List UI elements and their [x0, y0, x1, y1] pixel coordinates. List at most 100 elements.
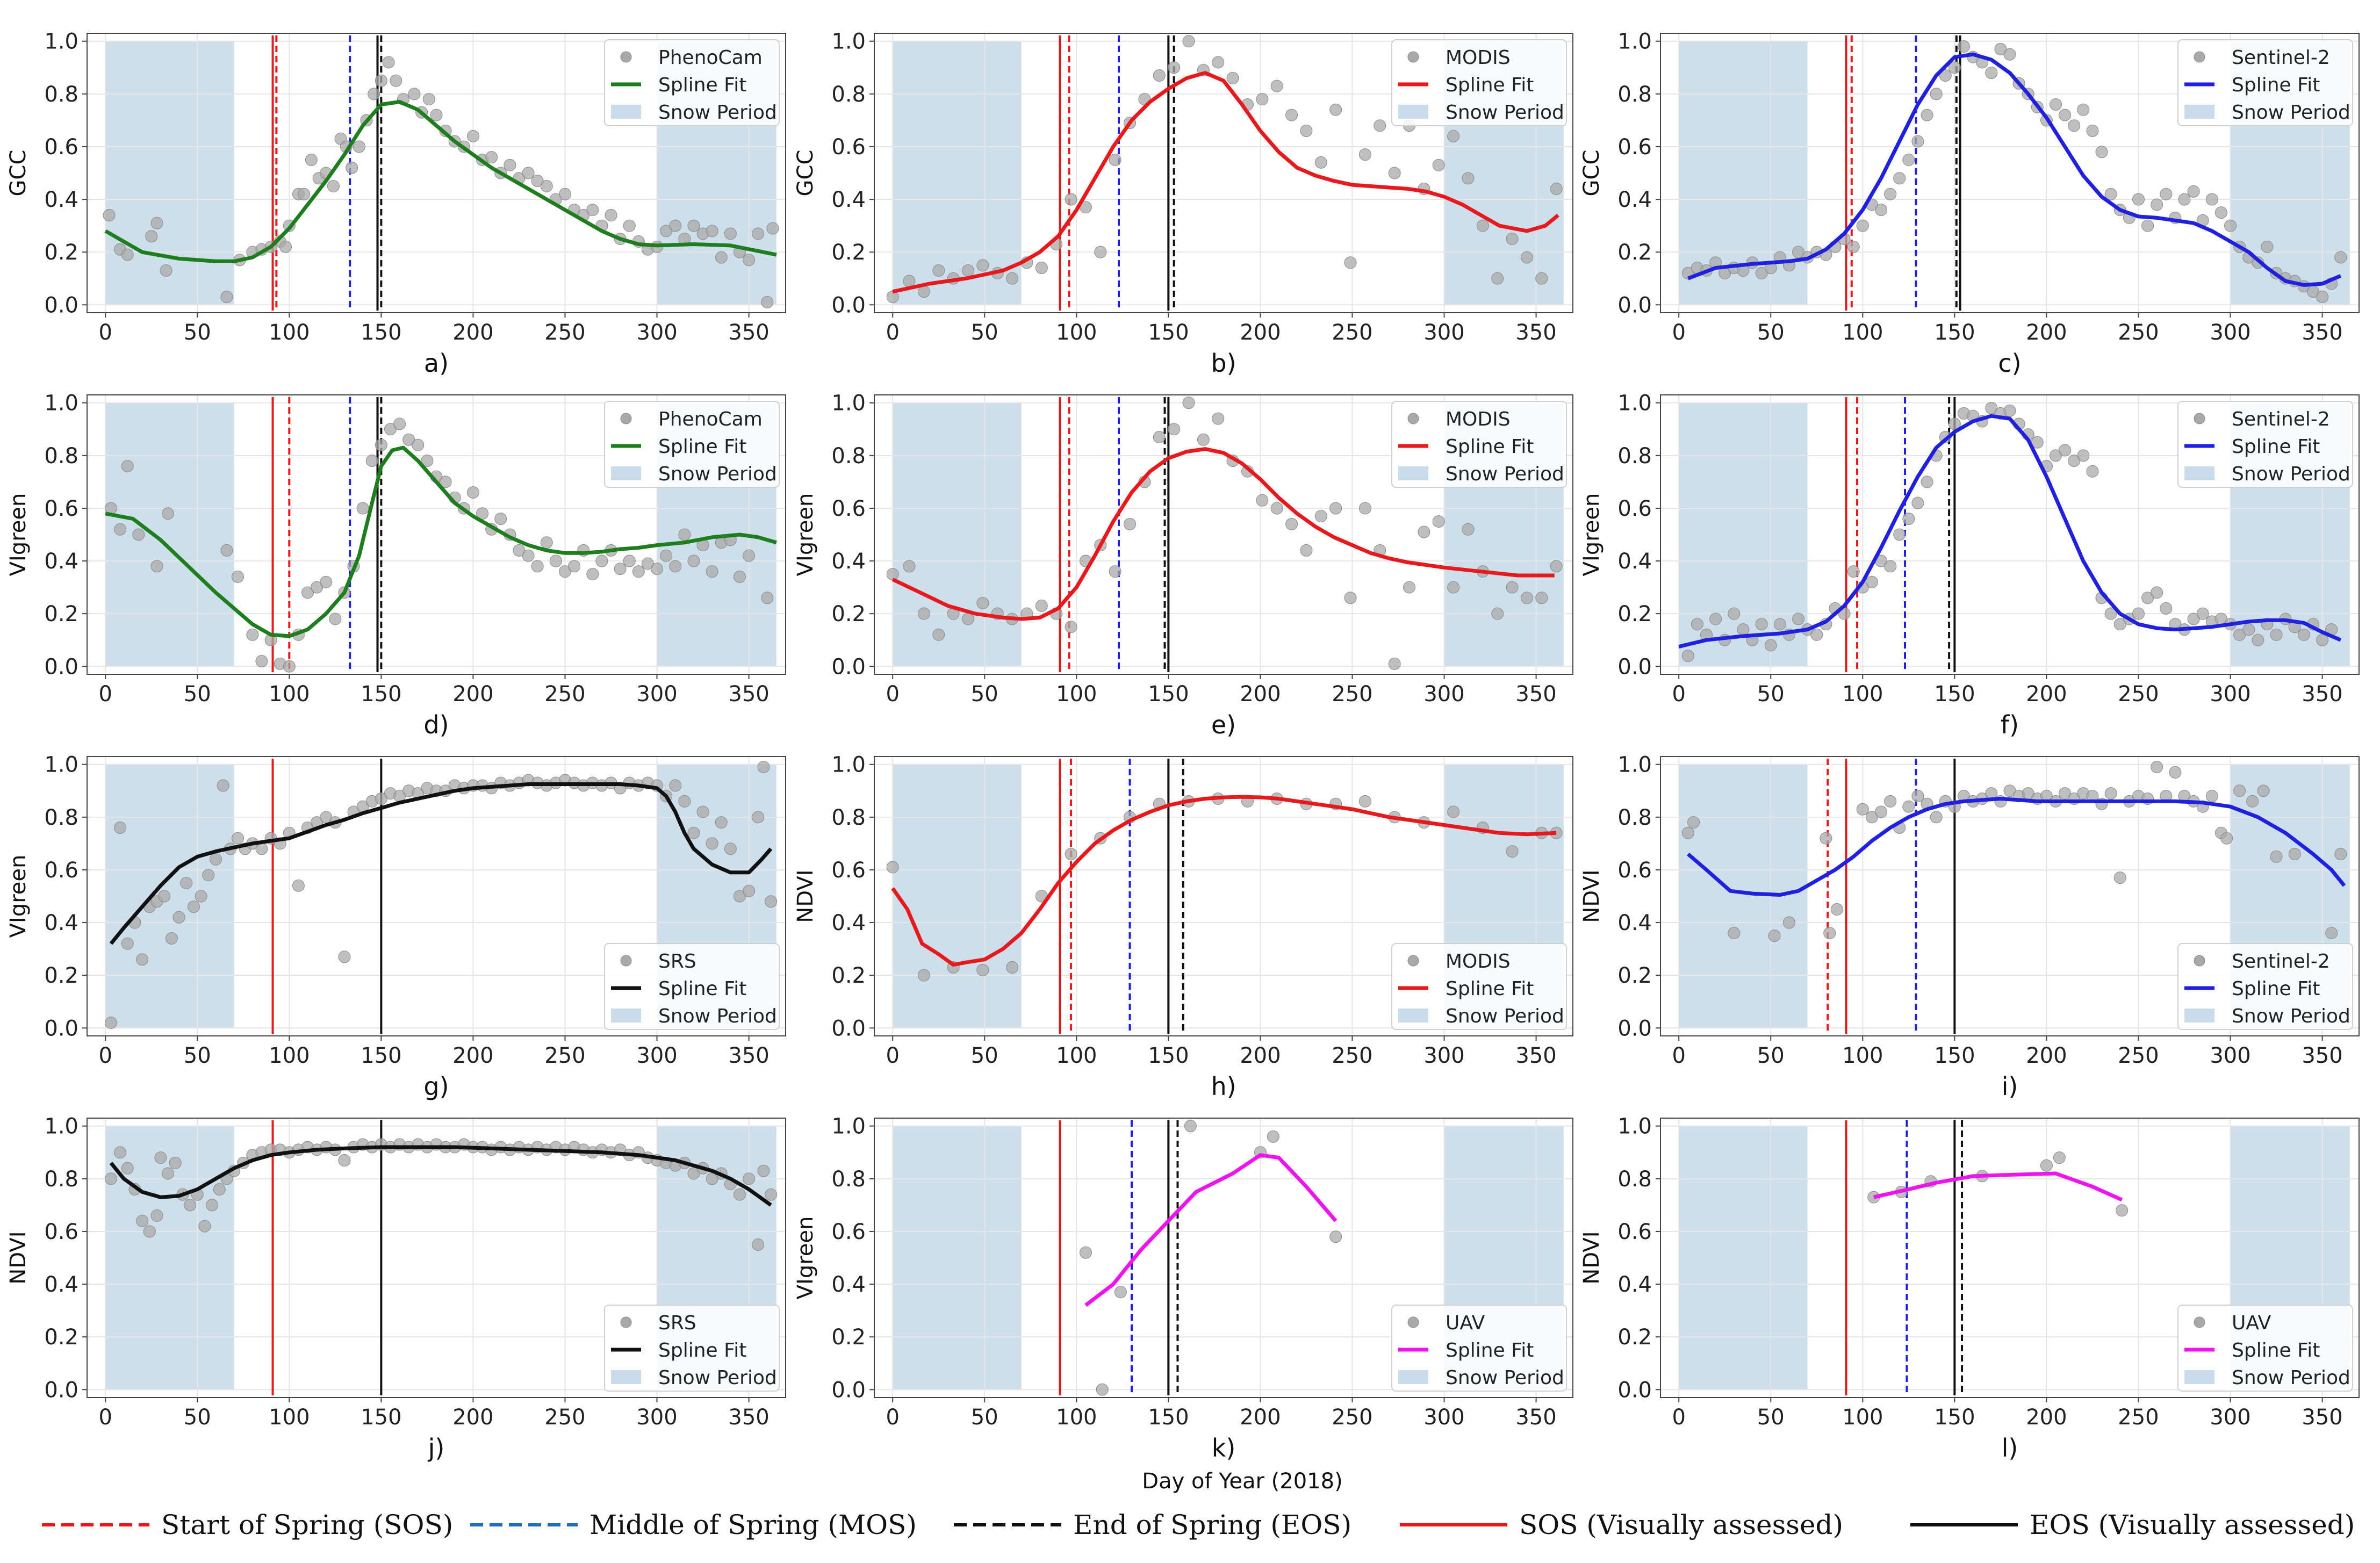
- y-tick-label: 0.6: [1617, 1220, 1652, 1244]
- legend-label: Spline Fit: [2232, 74, 2320, 96]
- data-point: [187, 901, 200, 913]
- y-tick-label: 0.6: [1617, 858, 1652, 883]
- data-point: [2132, 193, 2145, 206]
- x-tick-label: 150: [361, 320, 401, 345]
- data-point: [327, 180, 340, 193]
- data-point: [368, 88, 380, 100]
- data-point: [1270, 502, 1283, 515]
- data-point: [279, 240, 292, 253]
- y-tick-label: 0.0: [44, 293, 78, 318]
- legend-box: [2177, 39, 2353, 126]
- x-tick-label: 300: [1423, 320, 1464, 345]
- data-point: [917, 607, 930, 620]
- data-point: [195, 890, 207, 903]
- panel-label: f): [2001, 710, 2019, 739]
- data-point: [2334, 251, 2347, 264]
- data-point: [393, 417, 406, 430]
- data-point: [365, 455, 378, 467]
- data-point: [1168, 423, 1181, 436]
- data-point: [504, 159, 516, 171]
- data-point: [1096, 1383, 1109, 1396]
- data-point: [687, 554, 700, 567]
- panel-e: 0 50 100 150 200 250 300 350 0.0 0.2 0.4 0.6 0.8 1.0 V…: [793, 391, 1573, 739]
- y-tick-label: 0.8: [1617, 82, 1652, 107]
- legend-marker-points: [620, 413, 632, 424]
- y-axis-label: GCC: [1579, 150, 1604, 197]
- legend-label: MODIS: [1446, 47, 1511, 69]
- data-point: [531, 560, 544, 573]
- spline-fit-line: [1678, 414, 2342, 649]
- data-point: [356, 502, 369, 515]
- panel-label: e): [1211, 710, 1236, 739]
- x-tick-label: 0: [98, 1043, 112, 1068]
- data-point: [976, 259, 989, 272]
- y-tick-label: 1.0: [44, 30, 78, 54]
- x-tick-label: 200: [452, 1405, 493, 1430]
- data-point: [641, 557, 654, 570]
- x-tick-label: 0: [886, 320, 899, 345]
- y-tick-label: 0.0: [1617, 293, 1652, 318]
- y-axis-label: NDVI: [1579, 869, 1604, 923]
- y-tick-label: 1.0: [1617, 30, 1652, 54]
- y-tick-label: 0.4: [831, 188, 866, 212]
- data-point: [1820, 832, 1832, 845]
- y-tick-label: 0.2: [44, 963, 78, 988]
- y-tick-label: 0.6: [831, 496, 866, 521]
- data-point: [1792, 246, 1805, 258]
- x-tick-label: 50: [1757, 1043, 1785, 1068]
- data-point: [2003, 48, 2016, 61]
- data-point: [1374, 119, 1386, 132]
- legend-marker-points: [1407, 955, 1419, 967]
- x-tick-label: 50: [184, 1043, 211, 1068]
- y-tick-label: 0.0: [1617, 1378, 1652, 1402]
- data-point: [2113, 618, 2126, 631]
- legend-label: Snow Period: [2232, 463, 2350, 485]
- y-tick-label: 0.0: [44, 1016, 78, 1041]
- data-point: [1065, 848, 1077, 861]
- data-point: [375, 792, 387, 805]
- x-tick-label: 350: [1515, 1405, 1556, 1430]
- y-tick-label: 0.8: [44, 1167, 78, 1192]
- y-tick-label: 0.4: [831, 1272, 866, 1297]
- panel-l: 0 50 100 150 200 250 300 350 0.0 0.2 0.4 0.6 0.8 1.0 N…: [1579, 1114, 2360, 1463]
- data-point: [2104, 607, 2117, 620]
- y-tick-label: 0.0: [44, 1378, 78, 1402]
- x-tick-label: 200: [452, 1043, 493, 1068]
- legend-label: SRS: [658, 1312, 696, 1334]
- data-point: [1182, 35, 1195, 48]
- legend-marker-snow: [611, 105, 641, 119]
- legend-marker-snow: [2184, 466, 2214, 480]
- data-point: [1902, 153, 1915, 166]
- x-tick-label: 150: [1934, 1405, 1975, 1430]
- data-point: [886, 568, 899, 581]
- snow-period-band: [1679, 1126, 1808, 1390]
- data-point: [961, 264, 974, 277]
- legend-marker-snow: [2184, 1009, 2214, 1022]
- data-point: [1847, 565, 1860, 578]
- axes-frame: [1660, 1118, 2360, 1398]
- y-tick-label: 0.4: [44, 188, 78, 212]
- data-point: [2113, 871, 2126, 884]
- legend-label: UAV: [1446, 1312, 1485, 1334]
- legend-box: [2177, 401, 2353, 488]
- x-tick-label: 100: [269, 320, 310, 345]
- data-point: [1344, 256, 1357, 269]
- panel-label: h): [1211, 1072, 1236, 1101]
- y-tick-label: 0.2: [44, 1325, 78, 1350]
- y-tick-label: 1.0: [1617, 753, 1652, 777]
- data-point: [886, 861, 899, 874]
- data-point: [158, 890, 171, 903]
- data-point: [2270, 850, 2283, 863]
- data-point: [1314, 510, 1327, 523]
- x-tick-label: 150: [1934, 320, 1975, 345]
- panel-i: 0 50 100 150 200 250 300 350 0.0 0.2 0.4 0.6 0.8 1.0 N…: [1579, 753, 2360, 1101]
- y-tick-label: 1.0: [44, 1114, 78, 1139]
- data-point: [660, 225, 673, 237]
- panel-b: 0 50 100 150 200 250 300 350 0.0 0.2 0.4 0.6 0.8 1.0 G…: [793, 30, 1573, 378]
- spline-fit-line: [1873, 1171, 2123, 1202]
- x-tick-label: 250: [544, 320, 585, 345]
- data-point: [733, 1188, 746, 1201]
- data-point: [150, 1209, 163, 1222]
- x-tick-label: 100: [1842, 1043, 1883, 1068]
- data-point: [1285, 517, 1298, 530]
